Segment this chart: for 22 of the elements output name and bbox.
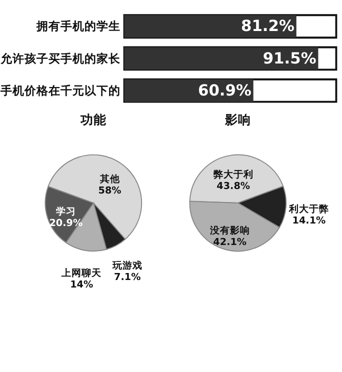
y-tick-label: 拥有手机的学生	[35, 19, 120, 34]
data-label: 58%	[98, 186, 122, 197]
slice-label: 其他	[98, 173, 121, 186]
data-label: 20.9%	[49, 218, 83, 230]
slice-label: 利大于弊	[288, 203, 330, 216]
data-label: 91.5%	[262, 49, 316, 68]
slice-label: 弊大于利	[213, 168, 254, 180]
data-label: 14.1%	[292, 216, 326, 227]
data-label: 43.8%	[216, 180, 250, 192]
data-label: 7.1%	[114, 272, 142, 284]
data-label: 81.2%	[240, 17, 294, 36]
slice-label: 玩游戏	[111, 260, 142, 272]
data-label: 14%	[70, 280, 94, 291]
slice-label: 学习	[56, 206, 76, 218]
y-tick-label: 允许孩子买手机的家长	[0, 51, 122, 66]
slice-label: 没有影响	[208, 224, 250, 237]
data-label: 60.9%	[198, 81, 252, 100]
y-tick-label: 手机价格在千元以下的	[0, 83, 120, 98]
slice-label: 上网聊天	[60, 267, 103, 280]
chart-title: 影响	[224, 112, 251, 127]
data-label: 42.1%	[213, 237, 247, 248]
chart-title: 功能	[79, 112, 108, 127]
